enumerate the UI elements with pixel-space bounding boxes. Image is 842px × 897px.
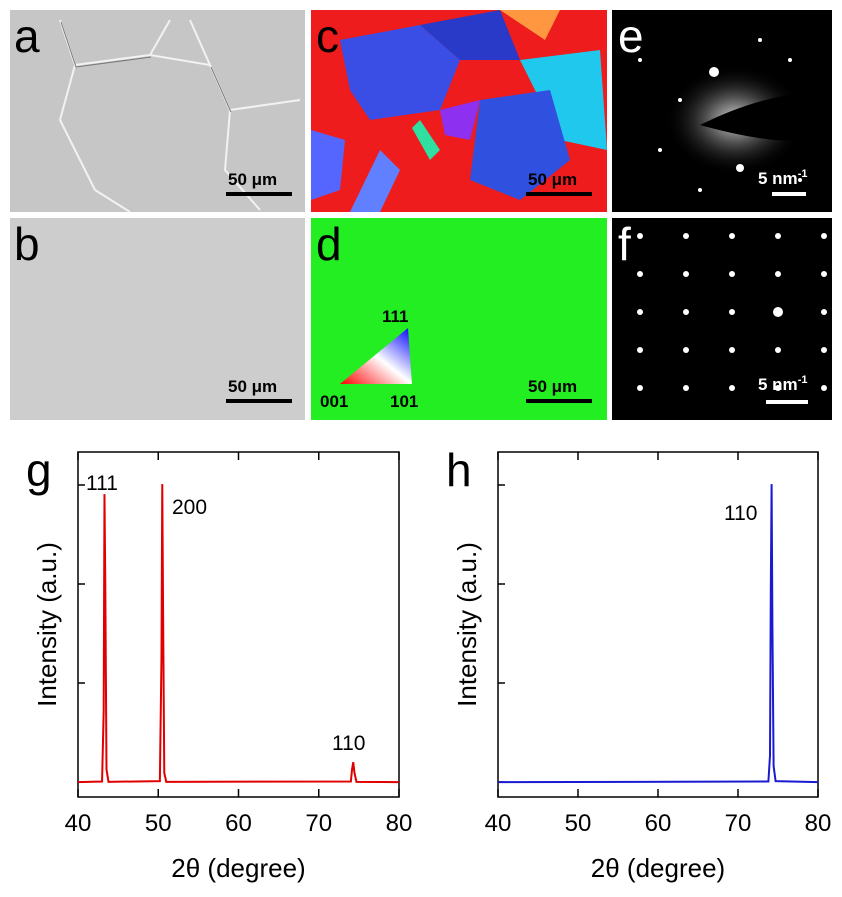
diffraction-spot (775, 347, 781, 353)
scale-bar-label: 50 μm (228, 377, 277, 396)
diffraction-spot (821, 347, 827, 353)
diffraction-spot (729, 347, 735, 353)
scale-bar-text: 5 nm (758, 375, 798, 394)
panel-label: f (618, 218, 631, 270)
diffraction-spot (637, 385, 643, 391)
diffraction-spot (729, 385, 735, 391)
diffraction-spot (683, 233, 689, 239)
diffraction-spot (683, 309, 689, 315)
scale-bar-text: 5 nm (758, 169, 798, 188)
data-line (498, 484, 818, 782)
diffraction-spot (729, 271, 735, 277)
scale-bar-label: 50 μm (228, 170, 277, 189)
peak-label: 110 (332, 732, 365, 755)
x-tick-label: 40 (65, 810, 92, 837)
diffraction-spot (637, 347, 643, 353)
panel-b: b 50 μm (10, 218, 305, 420)
diffraction-spot (683, 271, 689, 277)
panel-c: c 50 μm (311, 10, 607, 212)
scale-bar-label: 50 μm (528, 377, 577, 396)
x-tick-label: 40 (485, 810, 512, 837)
diffraction-spot (729, 309, 735, 315)
x-tick-label: 70 (305, 810, 332, 837)
panel-label: b (14, 218, 40, 270)
diffraction-spot (775, 271, 781, 277)
panel-label: e (618, 10, 644, 62)
panel-f: f 5 nm-1 (612, 218, 832, 420)
x-tick-label: 60 (645, 810, 672, 837)
diffraction-spot (637, 309, 643, 315)
legend-label: 111 (382, 307, 409, 326)
x-tick-label: 80 (386, 810, 413, 837)
peak-label: 111 (86, 472, 118, 495)
panel-e: e 5 nm-1 (612, 10, 832, 212)
diffraction-spot (773, 307, 783, 317)
diffraction-spot (683, 347, 689, 353)
panel-label: a (14, 10, 40, 62)
diffraction-spot (729, 233, 735, 239)
panel-d: 111 001 101 d 50 μm (311, 218, 607, 420)
panel-a: a 50 μm (10, 10, 305, 212)
x-tick-label: 80 (805, 810, 832, 837)
peak-label: 200 (172, 496, 207, 519)
x-axis-title: 2θ (degree) (171, 853, 305, 883)
diffraction-spot (821, 233, 827, 239)
scale-bar-exponent: -1 (798, 374, 808, 386)
figure: a 50 μm b 50 μm c 50 μm 111 001 101 d 50… (0, 0, 842, 897)
scale-bar-exponent: -1 (798, 168, 808, 180)
panel-label: d (316, 218, 342, 270)
diffraction-spot (775, 233, 781, 239)
y-axis-title: Intensity (a.u.) (32, 542, 62, 707)
panel-label: h (446, 444, 472, 496)
chart: 40 50 60 70 80 2θ (degree) Intensity (a.u.) h 11… (446, 444, 831, 883)
diffraction-spot (683, 385, 689, 391)
diffraction-spot (821, 309, 827, 315)
scale-bar-label: 50 μm (528, 170, 577, 189)
x-tick-label: 50 (145, 810, 172, 837)
legend-label: 001 (320, 392, 348, 411)
peak-label: 110 (724, 502, 757, 525)
diffraction-spot (637, 233, 643, 239)
x-tick-label: 50 (565, 810, 592, 837)
x-tick-label: 70 (725, 810, 752, 837)
panel-label: g (26, 444, 52, 496)
legend-label: 101 (390, 392, 418, 411)
y-axis-title: Intensity (a.u.) (452, 542, 482, 707)
diffraction-spot (821, 271, 827, 277)
x-tick-label: 60 (225, 810, 252, 837)
panel-label: c (316, 10, 339, 62)
diffraction-spot (821, 385, 827, 391)
diffraction-spot (637, 271, 643, 277)
chart: 40 50 60 70 80 2θ (degree) Intensity (a.u.) g 11… (26, 444, 412, 883)
x-axis-title: 2θ (degree) (591, 853, 725, 883)
